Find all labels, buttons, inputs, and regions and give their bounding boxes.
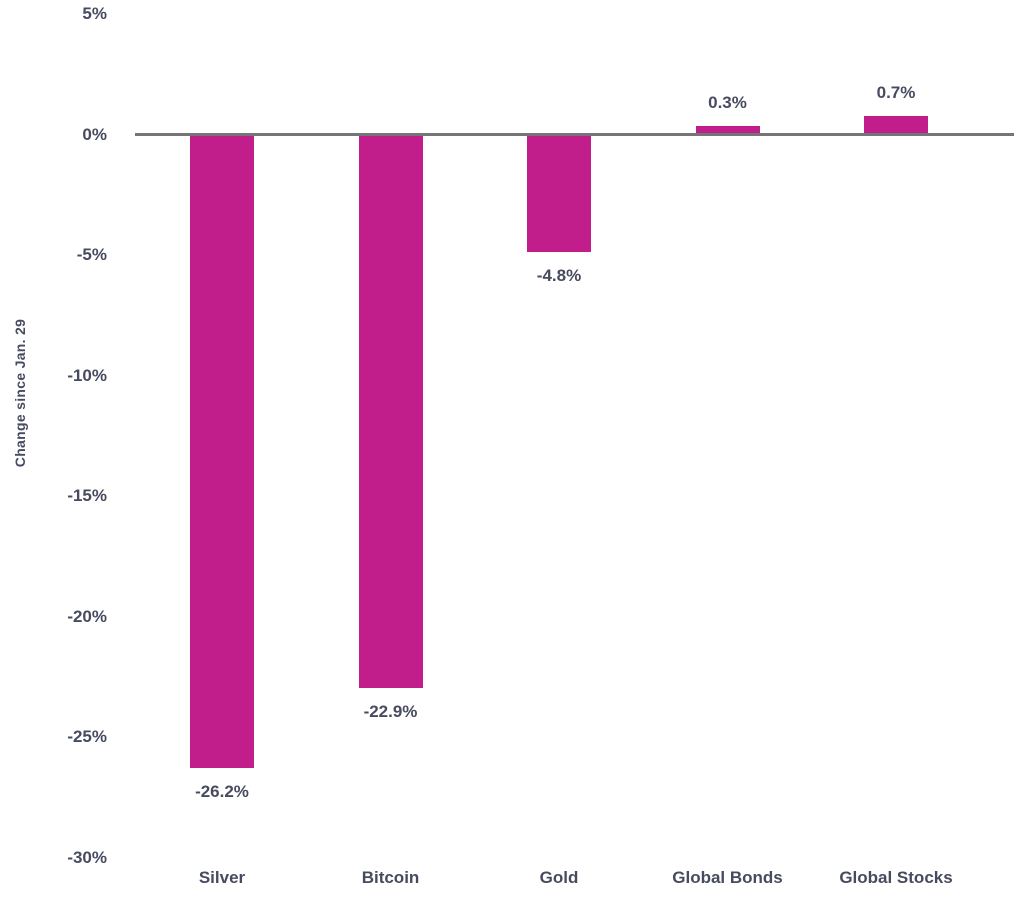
bar-value-label: 0.7% [876, 83, 916, 103]
bar-value-label: -26.2% [195, 781, 249, 801]
y-tick-label: -30% [67, 847, 107, 867]
y-tick-label: -20% [67, 606, 107, 626]
bar-value-label: -22.9% [363, 702, 418, 722]
bar-gold [527, 136, 591, 252]
y-tick-label: 5% [82, 3, 107, 23]
x-category-label: Global Stocks [839, 868, 953, 887]
bar-value-label: -4.8% [536, 265, 582, 285]
x-category-label: Silver [198, 868, 246, 887]
y-axis-title: Change since Jan. 29 [12, 318, 28, 468]
bar-global-stocks [864, 116, 928, 133]
y-tick-label: -15% [67, 486, 107, 506]
x-category-label: Gold [539, 868, 579, 887]
bar-silver [190, 136, 254, 768]
y-tick-label: 0% [82, 124, 107, 144]
bar-bitcoin [358, 136, 423, 689]
y-tick-label: -25% [67, 727, 107, 747]
bar-value-label: 0.3% [708, 92, 747, 112]
y-tick-label: -10% [67, 365, 107, 385]
zero-axis-line [135, 133, 1014, 136]
y-tick-label: -5% [76, 245, 107, 265]
x-category-label: Global Bonds [672, 868, 783, 887]
bar-global-bonds [695, 125, 760, 133]
x-category-label: Bitcoin [361, 868, 420, 887]
